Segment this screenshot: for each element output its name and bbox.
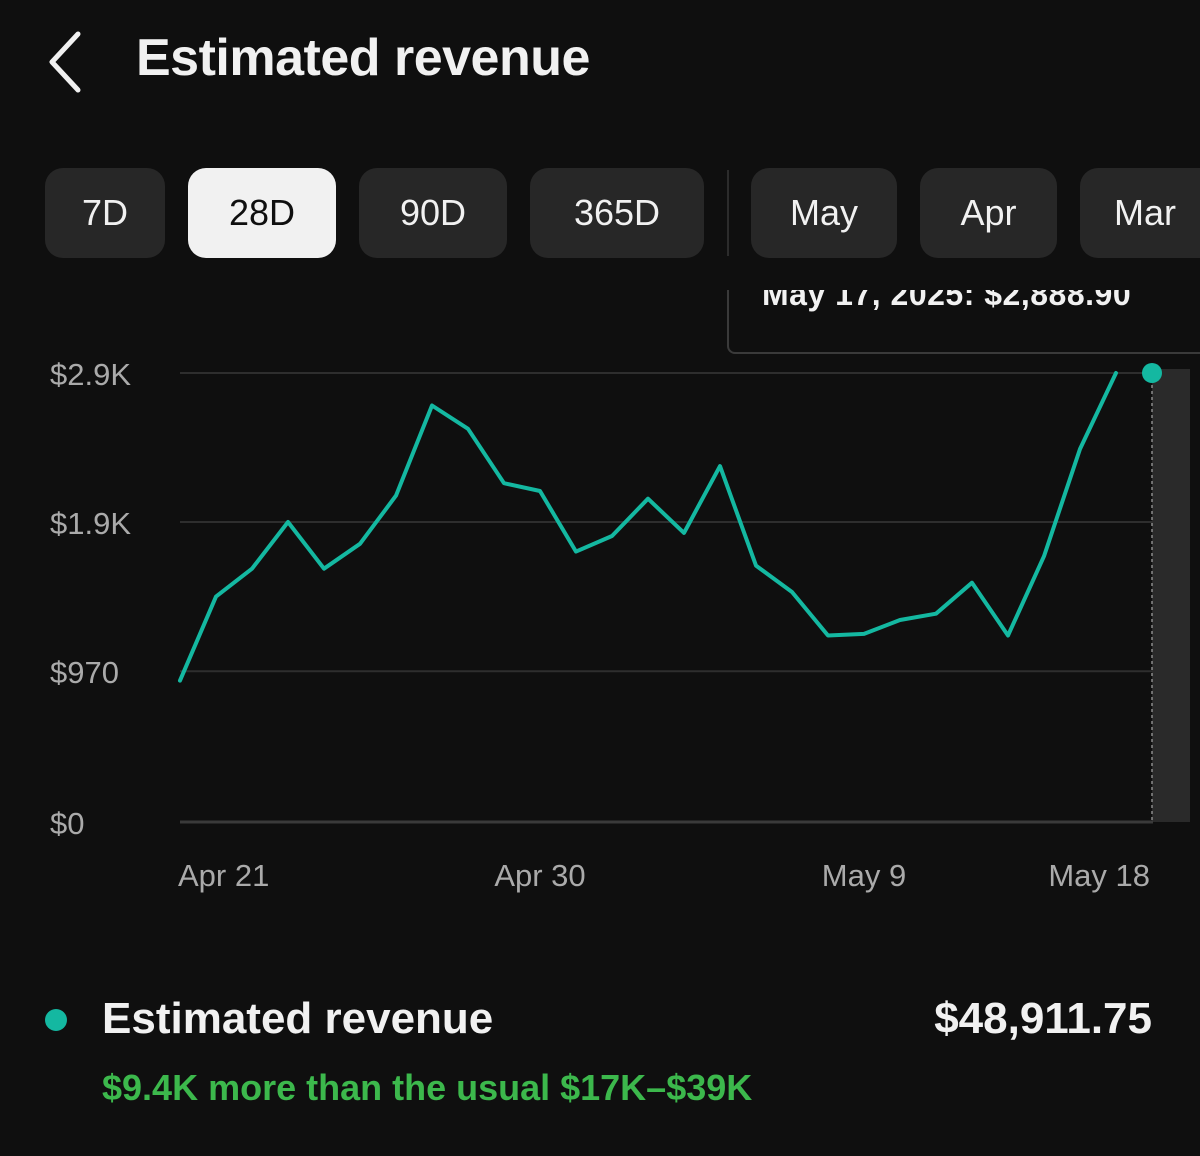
legend-label: Estimated revenue: [102, 994, 494, 1043]
y-tick-label: $1.9K: [50, 506, 131, 541]
chip-28d[interactable]: 28D: [188, 168, 336, 258]
y-tick-label: $2.9K: [50, 357, 131, 392]
revenue-line: [178, 371, 1118, 683]
y-tick-label: $970: [50, 655, 119, 690]
y-tick-label: $0: [50, 806, 84, 841]
chevron-left-icon: [49, 31, 81, 93]
revenue-chart: $0 $970 $1.9K $2.9K Apr 21 Apr 30 May 9 May 18: [50, 357, 1190, 893]
x-tick-label: Apr 21: [178, 858, 269, 893]
header: Estimated revenue: [0, 0, 1200, 130]
highlighted-point: [1142, 363, 1162, 383]
highlight-band: [1152, 369, 1190, 822]
chip-7d[interactable]: 7D: [45, 168, 165, 258]
chip-365d[interactable]: 365D: [530, 168, 704, 258]
chip-divider: [727, 170, 729, 256]
chip-90d[interactable]: 90D: [359, 168, 507, 258]
x-tick-label: May 9: [822, 858, 906, 893]
legend-dot: [45, 1009, 67, 1031]
chip-apr[interactable]: Apr: [920, 168, 1057, 258]
chip-mar[interactable]: Mar: [1080, 168, 1200, 258]
x-tick-label: May 18: [1048, 858, 1150, 893]
tooltip-text: May 17, 2025: $2,888.90: [762, 290, 1132, 312]
total-revenue-value: $48,911.75: [934, 994, 1152, 1043]
chart-tooltip: May 17, 2025: $2,888.90: [727, 290, 1200, 354]
period-chip-bar: 7D 28D 90D 365D May Apr Mar: [0, 168, 1200, 258]
chip-may[interactable]: May: [751, 168, 897, 258]
comparison-text: $9.4K more than the usual $17K–$39K: [102, 1067, 753, 1108]
back-button[interactable]: [36, 26, 96, 98]
page-title: Estimated revenue: [136, 29, 590, 87]
x-tick-label: Apr 30: [494, 858, 585, 893]
